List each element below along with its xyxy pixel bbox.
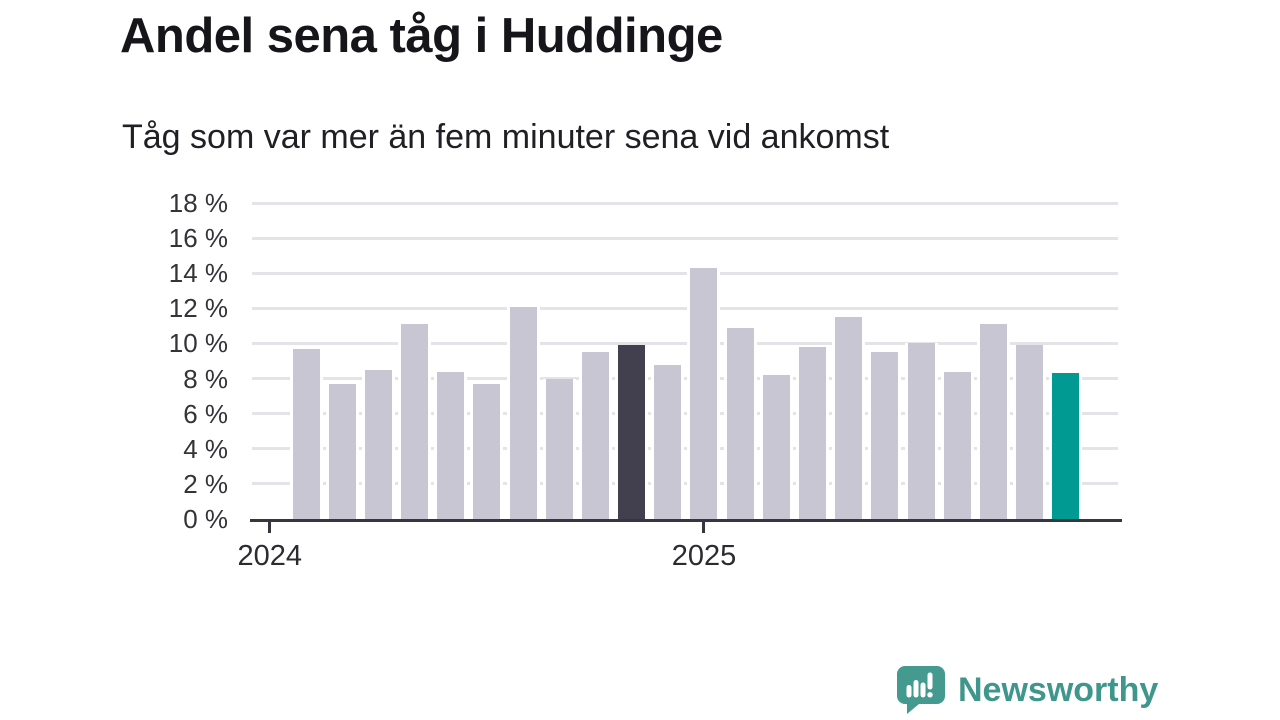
bar (723, 327, 757, 519)
y-tick-label: 18 % (168, 188, 228, 218)
y-tick-label: 0 % (183, 504, 228, 534)
bar (361, 369, 395, 519)
gridline (252, 341, 1118, 345)
gridline (252, 271, 1118, 275)
gridline (252, 201, 1118, 205)
y-tick-label: 6 % (183, 398, 228, 429)
bar (1013, 345, 1047, 519)
bar (687, 267, 721, 519)
bar (434, 371, 468, 519)
plot-area (250, 201, 1122, 522)
newsworthy-logo-text: Newsworthy (958, 670, 1159, 709)
x-tick-mark (268, 522, 272, 533)
x-tick-label: 2024 (237, 540, 303, 572)
bar (832, 317, 866, 519)
y-tick-label: 4 % (183, 433, 228, 464)
bar (325, 383, 359, 519)
chart-title: Andel sena tåg i Huddinge (120, 9, 723, 63)
bar (759, 375, 793, 519)
x-tick-mark (702, 522, 706, 533)
y-tick-label: 12 % (168, 293, 228, 324)
newsworthy-branding: Newsworthy (897, 666, 1158, 714)
gridline (252, 236, 1118, 240)
chart-subtitle: Tåg som var mer än fem minuter sena vid … (122, 118, 890, 156)
y-tick-label: 2 % (183, 468, 228, 499)
bar (289, 348, 323, 519)
gridline (252, 377, 1118, 381)
bar (398, 324, 432, 519)
bar (651, 364, 685, 519)
y-tick-label: 10 % (168, 328, 228, 359)
gridline (252, 447, 1118, 451)
newsworthy-logo-icon (897, 666, 945, 714)
bar (868, 352, 902, 519)
bar (578, 352, 612, 519)
bar-highlight-latest (1049, 373, 1083, 519)
y-tick-label: 14 % (168, 258, 228, 289)
gridline (252, 306, 1118, 310)
bar (506, 306, 540, 519)
bar (940, 371, 974, 519)
x-tick-label: 2025 (671, 540, 737, 572)
bar (542, 378, 576, 519)
gridline (252, 412, 1118, 416)
gridline (252, 482, 1118, 486)
y-tick-label: 16 % (168, 223, 228, 254)
bar-highlight-previous-year (615, 345, 649, 519)
bar (470, 383, 504, 519)
bar (904, 343, 938, 519)
y-tick-label: 8 % (183, 363, 228, 394)
bar (976, 324, 1010, 519)
bar (796, 346, 830, 519)
